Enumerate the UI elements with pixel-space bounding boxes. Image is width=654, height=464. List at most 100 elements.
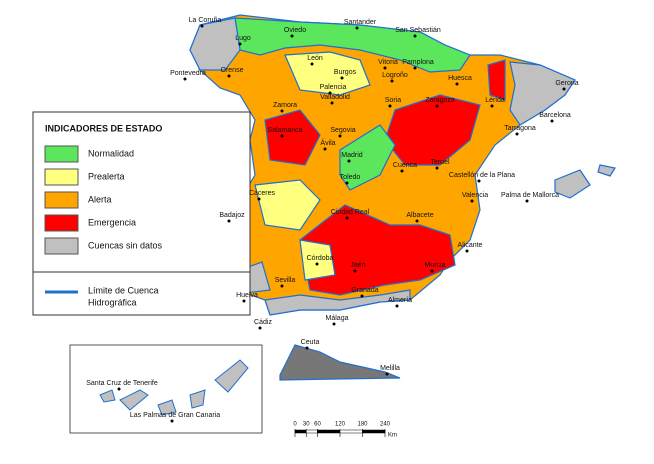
city-dot: [390, 79, 394, 83]
city-dot: [290, 34, 294, 38]
city-label: Soria: [385, 97, 401, 104]
city-label: Las Palmas de Gran Canaria: [130, 412, 220, 419]
city-dot: [490, 104, 494, 108]
city-dot: [413, 66, 417, 70]
city-label: Granada: [351, 287, 378, 294]
tagus-green: [339, 124, 396, 191]
city-dot: [395, 304, 399, 308]
legend: INDICADORES DE ESTADO Límite de Cuenca H…: [32, 111, 251, 316]
city-label: Palencia: [320, 84, 347, 91]
city-dot: [353, 269, 357, 273]
city-dot: [227, 219, 231, 223]
south-red: [299, 204, 456, 296]
city-dot: [470, 199, 474, 203]
city-dot: [330, 101, 334, 105]
city-label: Castellón de la Plana: [449, 172, 515, 179]
city-dot: [280, 109, 284, 113]
city-label: Teruel: [430, 159, 450, 166]
legend-label: Cuencas sin datos: [88, 240, 163, 250]
catalonia-gray: [509, 61, 576, 126]
legend-label: Prealerta: [88, 171, 125, 181]
city-dot: [477, 179, 481, 183]
city-dot: [388, 104, 392, 108]
city-label: Málaga: [326, 315, 349, 322]
scale-segment: [339, 429, 363, 434]
city-dot: [413, 34, 417, 38]
city-dot: [435, 166, 439, 170]
city-dot: [415, 219, 419, 223]
north-yellow: [284, 51, 371, 96]
city-label: Burgos: [334, 69, 357, 76]
city-dot: [332, 322, 336, 326]
city-label: Santa Cruz de Tenerife: [86, 380, 158, 387]
city-label: Lugo: [235, 35, 251, 42]
city-label: Sevilla: [275, 277, 296, 284]
legend-swatch: [44, 168, 79, 186]
city-dot: [455, 82, 459, 86]
city-label: León: [307, 55, 323, 62]
city-dot: [170, 419, 174, 423]
city-label: Ceuta: [301, 339, 320, 346]
city-dot: [117, 387, 121, 391]
city-label: Santander: [344, 19, 377, 26]
city-dot: [345, 216, 349, 220]
city-label: Madrid: [341, 152, 363, 159]
west-red: [264, 109, 321, 166]
city-label: Albacete: [406, 212, 433, 219]
city-label: Huesca: [448, 75, 472, 82]
city-label: Gerona: [555, 80, 578, 87]
city-dot: [360, 294, 364, 298]
city-dot: [385, 372, 389, 376]
center-yellow: [254, 179, 321, 231]
city-dot: [550, 119, 554, 123]
city-label: Ávila: [320, 138, 335, 147]
city-dot: [562, 87, 566, 91]
city-dot: [328, 91, 332, 95]
scale-tick-label: 120: [335, 422, 346, 428]
city-dot: [515, 132, 519, 136]
boundary-label: Límite de Cuenca: [88, 285, 159, 295]
city-dot: [183, 77, 187, 81]
city-dot: [258, 326, 262, 330]
city-dot: [242, 299, 246, 303]
city-label: Toledo: [340, 174, 361, 181]
scale-tick-label: 60: [314, 422, 321, 428]
city-label: Cáceres: [249, 190, 276, 197]
city-label: Pontevedra: [170, 70, 206, 77]
city-dot: [345, 181, 349, 185]
legend-title: INDICADORES DE ESTADO: [45, 123, 162, 133]
city-dot: [400, 169, 404, 173]
scale-tick-label: 240: [380, 422, 391, 428]
city-dot: [257, 197, 261, 201]
city-dot: [430, 269, 434, 273]
city-label: Cádiz: [254, 319, 272, 326]
scale-tick-label: 180: [357, 422, 368, 428]
boundary-label: Hidrográfica: [88, 297, 137, 307]
city-label: Ciudad Real: [331, 209, 370, 216]
city-label: Almería: [388, 297, 412, 304]
legend-swatch: [44, 237, 79, 255]
north-normal: [234, 17, 471, 73]
city-dot: [227, 74, 231, 78]
city-label: Murcia: [424, 262, 445, 269]
city-label: Valladolid: [320, 94, 350, 101]
city-label: Logroño: [382, 72, 408, 79]
city-labels: La Coruña Santander San Sebastián Oviedo Lug…: [86, 17, 579, 423]
city-label: Salamanca: [267, 127, 302, 134]
city-dot: [280, 284, 284, 288]
city-label: Zaragoza: [425, 97, 455, 104]
city-dot: [383, 66, 387, 70]
city-label: Alicante: [458, 242, 483, 249]
galicia-gray: [189, 17, 241, 71]
city-label: Tarragona: [504, 125, 536, 132]
island: [99, 359, 249, 416]
city-dot: [465, 249, 469, 253]
city-label: Palma de Mallorca: [501, 192, 559, 199]
scale-segment: [294, 429, 307, 434]
spain-map: [189, 14, 616, 381]
city-label: Badajoz: [219, 212, 245, 219]
city-label: Vitoria: [378, 59, 398, 66]
legend-swatch: [44, 191, 79, 209]
city-dot: [238, 42, 242, 46]
city-label: Segovia: [330, 127, 355, 134]
